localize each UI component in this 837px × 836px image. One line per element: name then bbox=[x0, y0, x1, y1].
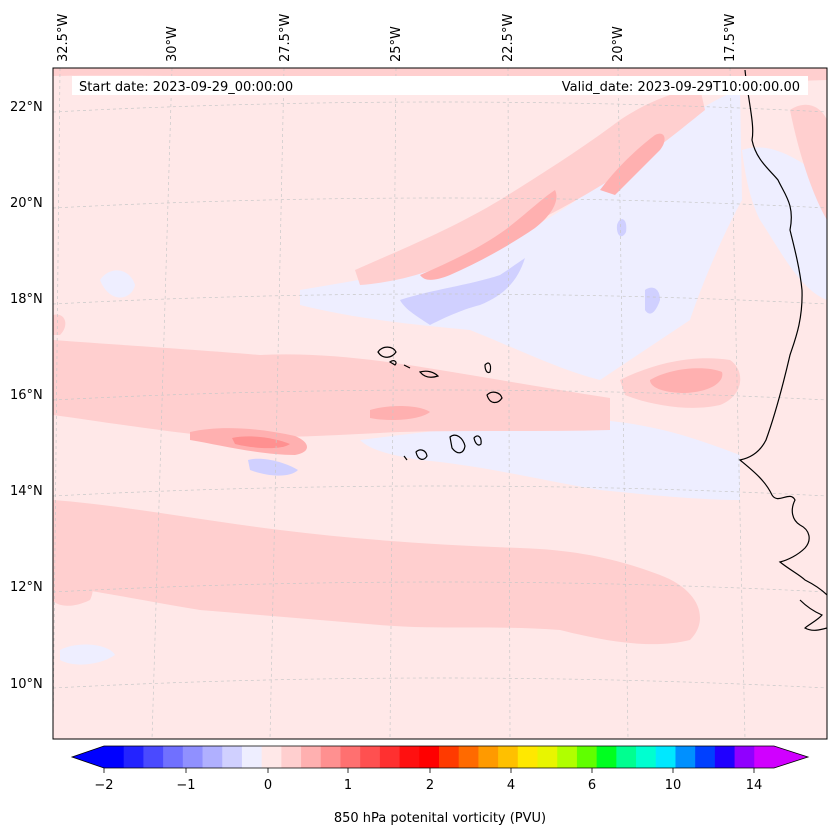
longitude-labels: 32.5°W 30°W 27.5°W 25°W 22.5°W 20°W 17.5… bbox=[56, 14, 738, 62]
colorbar-swatch bbox=[596, 746, 617, 768]
african-coastline bbox=[738, 69, 827, 596]
colorbar-swatch bbox=[360, 746, 381, 768]
colorbar-swatch bbox=[379, 746, 401, 768]
pv-positive-region-max bbox=[232, 436, 290, 449]
colorbar-tick-label: 0 bbox=[264, 778, 272, 793]
pv-negative-region-core-small bbox=[616, 219, 627, 237]
map-frame bbox=[52, 67, 828, 740]
lon-label: 25°W bbox=[389, 26, 404, 62]
colorbar-tick-label: 1 bbox=[344, 778, 352, 793]
colorbar: −2 −1 0 1 2 4 6 10 14 850 hPa potenital … bbox=[70, 745, 810, 826]
colorbar-swatch bbox=[655, 746, 676, 768]
colorbar-swatch bbox=[202, 746, 223, 768]
pv-negative-region-core-northeast bbox=[645, 287, 660, 314]
pv-positive-region-northeast-core bbox=[600, 133, 665, 195]
pv-negative-region-west-blob bbox=[100, 270, 135, 298]
colorbar-tick-label: −2 bbox=[94, 778, 113, 793]
colorbar-swatch bbox=[675, 746, 696, 768]
lon-label: 30°W bbox=[165, 26, 180, 62]
gridlines bbox=[53, 68, 827, 739]
header-box bbox=[72, 76, 808, 95]
lat-label: 10°N bbox=[10, 677, 43, 692]
pv-positive-region-southern-wide bbox=[53, 500, 700, 645]
lat-label: 16°N bbox=[10, 388, 43, 403]
lat-label: 22°N bbox=[10, 100, 43, 115]
colorbar-label: 850 hPa potenital vorticity (PVU) bbox=[334, 811, 546, 826]
colorbar-over-arrow bbox=[774, 746, 808, 768]
colorbar-swatch bbox=[517, 746, 539, 768]
lat-label: 20°N bbox=[10, 196, 43, 211]
colorbar-swatch bbox=[163, 746, 184, 768]
colorbar-tick-label: 6 bbox=[588, 778, 596, 793]
colorbar-swatch bbox=[636, 746, 657, 768]
map-panel bbox=[53, 68, 827, 739]
colorbar-swatch bbox=[458, 746, 479, 768]
pv-positive-region-central bbox=[53, 340, 610, 438]
colorbar-swatch bbox=[537, 746, 558, 768]
colorbar-swatch bbox=[754, 746, 775, 768]
pv-negative-region-east bbox=[742, 147, 827, 300]
colorbar-swatch bbox=[616, 746, 637, 768]
colorbar-swatch bbox=[439, 746, 460, 768]
pv-positive-region-central-core bbox=[370, 406, 430, 420]
lon-label: 32.5°W bbox=[56, 14, 71, 62]
pv-negative-region-central-band bbox=[360, 420, 740, 500]
colorbar-under-arrow bbox=[72, 746, 104, 768]
colorbar-swatch bbox=[241, 746, 263, 768]
lat-label: 12°N bbox=[10, 580, 43, 595]
pv-positive-region-far-east bbox=[790, 104, 827, 220]
colorbar-swatch bbox=[320, 746, 341, 768]
colorbar-swatch bbox=[104, 746, 125, 768]
pv-positive-region-west-upper bbox=[53, 314, 66, 335]
colorbar-tick-label: 10 bbox=[665, 778, 682, 793]
colorbar-swatch bbox=[557, 746, 578, 768]
colorbar-ticks bbox=[103, 768, 755, 773]
valid-date-text: Valid_date: 2023-09-29T10:00:00.00 bbox=[562, 80, 800, 95]
colorbar-swatch bbox=[182, 746, 204, 768]
colorbar-tick-labels: −2 −1 0 1 2 4 6 10 14 bbox=[94, 778, 762, 793]
colorbar-swatch bbox=[576, 746, 598, 768]
colorbar-swatch bbox=[281, 746, 302, 768]
lon-label: 20°W bbox=[611, 26, 626, 62]
colorbar-swatch bbox=[261, 746, 282, 768]
colorbar-swatch bbox=[478, 746, 499, 768]
colorbar-swatch bbox=[143, 746, 164, 768]
colorbar-swatch bbox=[123, 746, 144, 768]
pv-positive-region-southwest bbox=[53, 560, 93, 606]
latitude-labels: 22°N 20°N 18°N 16°N 14°N 12°N 10°N bbox=[10, 100, 43, 692]
pv-positive-region-streak-core bbox=[420, 190, 557, 280]
colorbar-tick-label: −1 bbox=[176, 778, 195, 793]
pv-negative-region-core-west bbox=[248, 458, 298, 476]
pv-negative-region-core-north bbox=[400, 258, 525, 325]
colorbar-swatches bbox=[104, 746, 775, 768]
colorbar-tick-label: 14 bbox=[746, 778, 763, 793]
lon-label: 22.5°W bbox=[501, 14, 516, 62]
colorbar-swatch bbox=[498, 746, 519, 768]
pv-negative-region-southwest bbox=[60, 644, 115, 665]
colorbar-swatch bbox=[695, 746, 716, 768]
lon-label: 27.5°W bbox=[278, 14, 293, 62]
colorbar-swatch bbox=[301, 746, 322, 768]
african-coastline-south bbox=[799, 599, 827, 631]
colorbar-swatch bbox=[340, 746, 361, 768]
lat-label: 14°N bbox=[10, 484, 43, 499]
colorbar-tick-label: 4 bbox=[507, 778, 515, 793]
colorbar-swatch bbox=[734, 746, 755, 768]
colorbar-tick-label: 2 bbox=[426, 778, 434, 793]
colorbar-swatch bbox=[222, 746, 243, 768]
start-date-text: Start date: 2023-09-29_00:00:00 bbox=[79, 80, 293, 95]
lat-label: 18°N bbox=[10, 292, 43, 307]
colorbar-swatch bbox=[714, 746, 736, 768]
cape-verde-islands bbox=[377, 346, 503, 461]
colorbar-swatch bbox=[399, 746, 420, 768]
lon-label: 17.5°W bbox=[723, 14, 738, 62]
colorbar-swatch bbox=[419, 746, 440, 768]
pv-positive-region-east-core bbox=[650, 368, 723, 393]
pv-positive-region-northern-streak bbox=[355, 88, 705, 285]
